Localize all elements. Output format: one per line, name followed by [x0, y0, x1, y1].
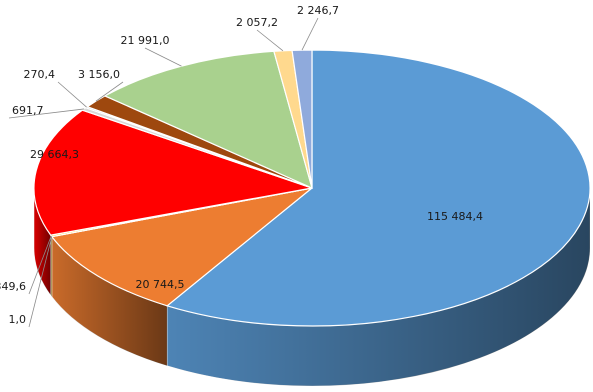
data-label-4: 29 664,3 — [30, 148, 79, 161]
leader-line-6 — [58, 82, 87, 107]
leader-line-10 — [302, 18, 318, 50]
pie-top-faces — [34, 50, 590, 326]
data-label-5: 691,7 — [12, 104, 44, 117]
data-label-3: 349,6 — [0, 280, 26, 293]
data-label-7: 3 156,0 — [78, 68, 120, 81]
leader-line-9 — [257, 30, 283, 51]
data-label-1: 20 744,5 — [136, 278, 185, 291]
leader-line-8 — [145, 48, 181, 66]
data-label-10: 2 246,7 — [297, 4, 339, 17]
data-label-8: 21 991,0 — [121, 34, 170, 47]
data-label-2: 1,0 — [9, 313, 27, 326]
data-label-6: 270,4 — [24, 68, 56, 81]
data-label-9: 2 057,2 — [236, 16, 278, 29]
data-label-0: 115 484,4 — [427, 210, 483, 223]
